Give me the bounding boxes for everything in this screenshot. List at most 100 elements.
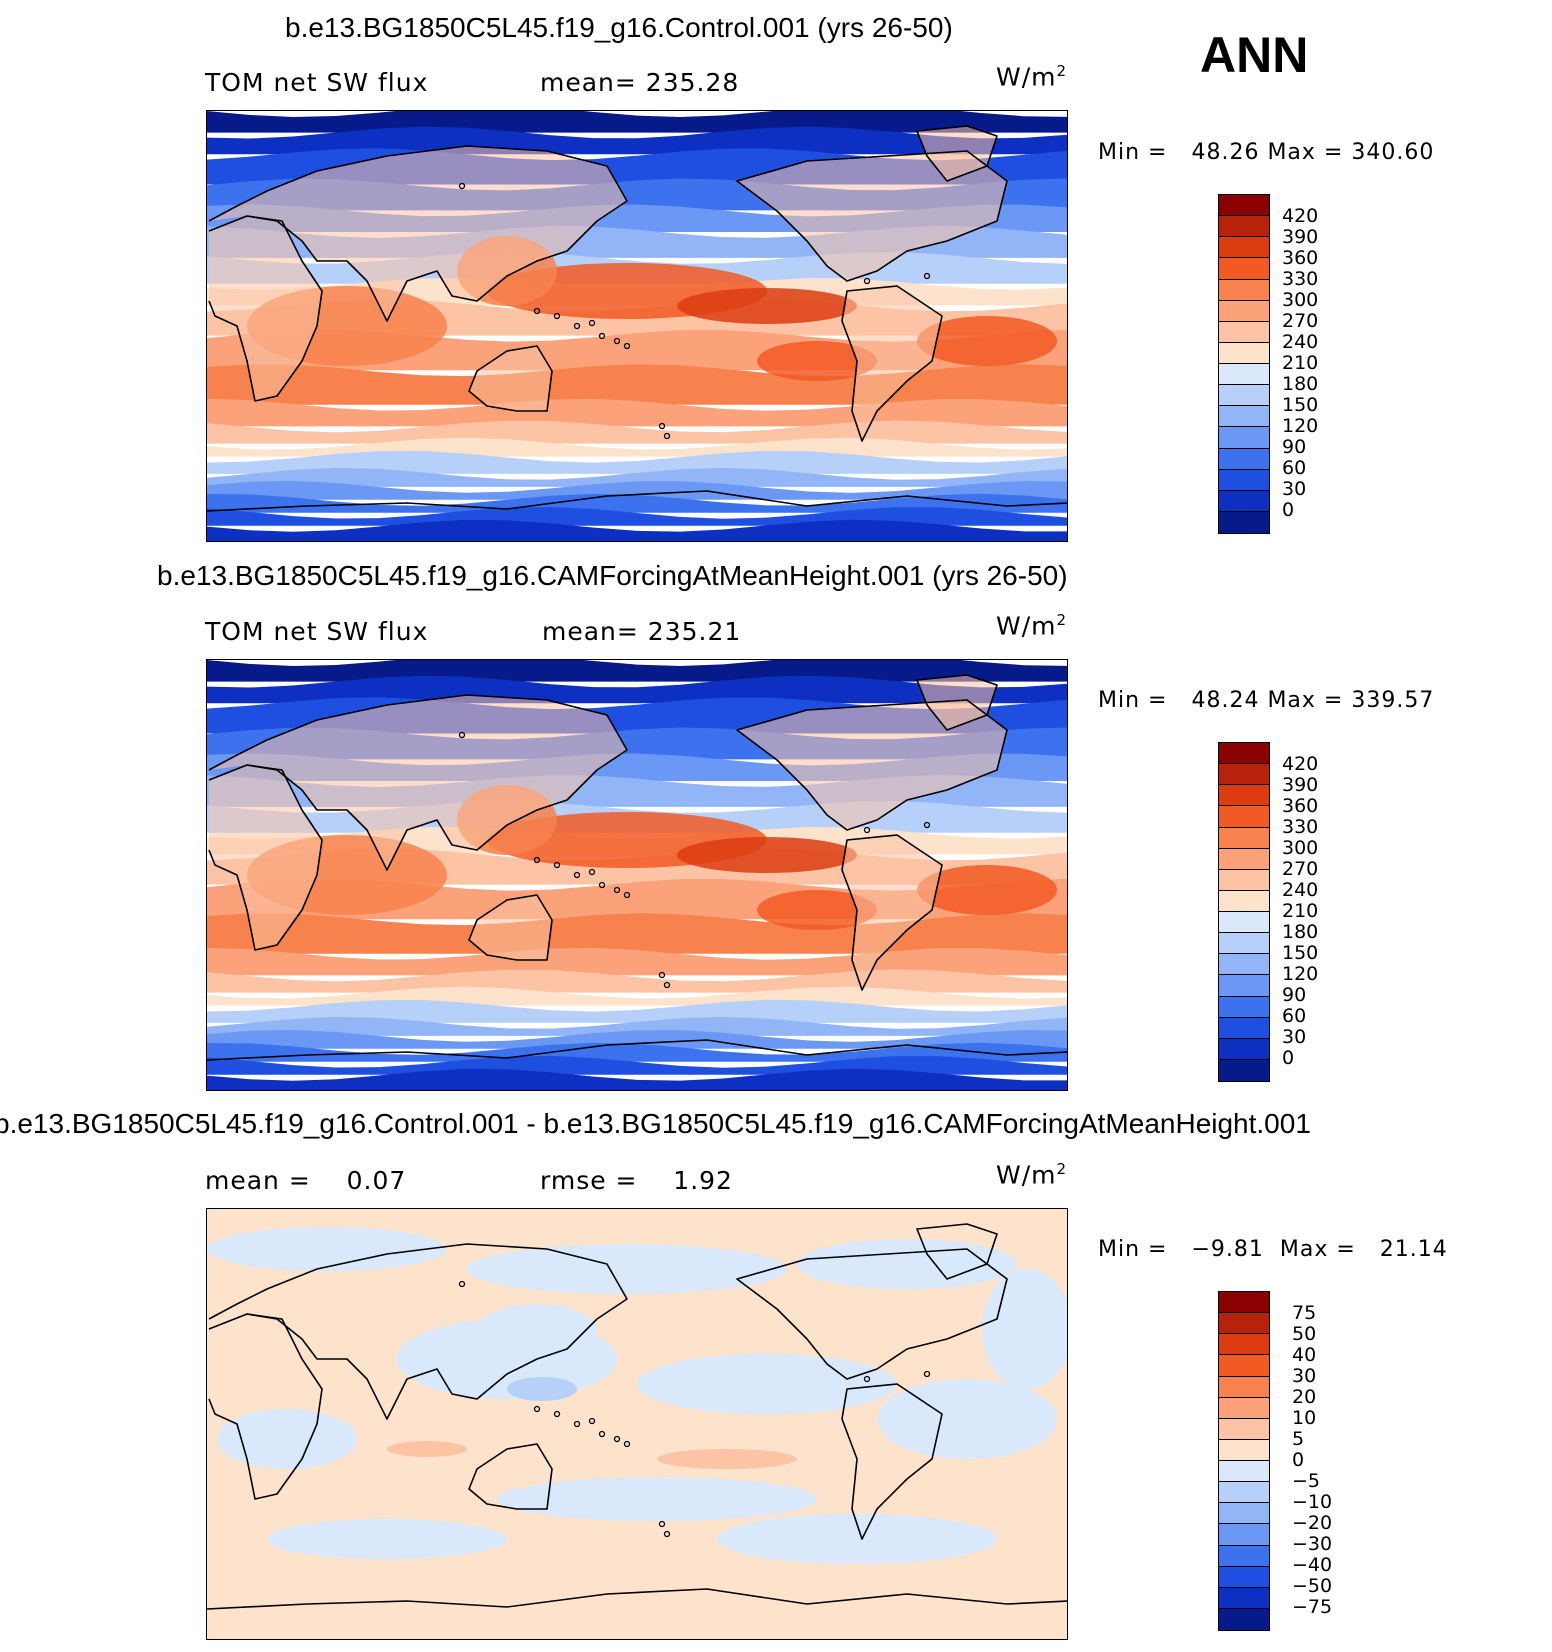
island-outline [553, 861, 561, 869]
colorbar-swatch [1219, 764, 1269, 786]
colorbar-tick-label: 240 [1282, 879, 1319, 901]
coastline [207, 1588, 1067, 1610]
diff-positive-core [387, 1441, 467, 1457]
diff-negative-core [507, 1377, 577, 1401]
mean-label: mean= 235.28 [540, 68, 740, 97]
colorbar-swatch [1219, 1355, 1269, 1377]
island-outline [598, 1430, 606, 1438]
colorbar-swatch [1219, 1439, 1269, 1461]
colorbar-swatch [1219, 385, 1269, 407]
colorbar-tick-label: −50 [1292, 1575, 1333, 1597]
colorbar-tick-label: 120 [1282, 963, 1319, 985]
island-outline [553, 312, 561, 320]
diff-mean-label: mean = 0.07 [205, 1166, 407, 1195]
colorbar-tick-label: 30 [1292, 1365, 1317, 1387]
land-shade [469, 895, 552, 960]
island-outline [663, 981, 671, 989]
colorbar-tick-label: 30 [1282, 478, 1307, 500]
mean-label: mean= 235.21 [542, 617, 742, 646]
colorbar [1218, 194, 1270, 534]
colorbar-tick-label: 180 [1282, 921, 1319, 943]
island-outline [623, 342, 631, 350]
colorbar-tick-label: 60 [1282, 1005, 1307, 1027]
colorbar-tick-label: 40 [1292, 1344, 1317, 1366]
coastline [468, 1443, 553, 1510]
colorbar-tick-label: 210 [1282, 352, 1319, 374]
contour-band [207, 467, 1067, 487]
colorbar-tick-label: 390 [1282, 774, 1319, 796]
colorbar-tick-label: 210 [1282, 900, 1319, 922]
colorbar-swatch [1219, 743, 1269, 765]
colorbar-swatch [1219, 237, 1269, 259]
colorbar-swatch [1219, 827, 1269, 849]
island-outline [923, 272, 931, 280]
colorbar-swatch [1219, 996, 1269, 1018]
coastline [207, 1039, 1067, 1061]
contour-band [207, 493, 1067, 513]
colorbar-tick-label: 360 [1282, 795, 1319, 817]
colorbar-swatch [1219, 1017, 1269, 1039]
diff-negative-region [217, 1409, 357, 1469]
contour-map [207, 1209, 1067, 1639]
colorbar-tick-label: 20 [1292, 1386, 1317, 1408]
land-shade [737, 151, 1007, 281]
colorbar-tick-label: 90 [1282, 436, 1307, 458]
coastline [207, 490, 1067, 512]
island-outline [863, 826, 871, 834]
colorbar-tick-label: 0 [1292, 1449, 1305, 1471]
colorbar-labels: 420 390 360 330 300 270 240 210 180 150 120 90 60 30 0 [1282, 206, 1318, 521]
colorbar-tick-label: 150 [1282, 942, 1319, 964]
island-outline [458, 731, 466, 739]
diff-negative-region [207, 1227, 447, 1271]
colorbar-tick-label: 0 [1282, 499, 1295, 521]
diff-negative-region [717, 1514, 997, 1564]
coastline [841, 1383, 943, 1540]
island-outline [658, 1520, 666, 1528]
colorbar-swatch [1219, 1418, 1269, 1440]
island-outline [458, 1280, 466, 1288]
colorbar-swatch [1219, 1292, 1269, 1314]
colorbar-swatch [1219, 1334, 1269, 1356]
land-shade [842, 286, 942, 441]
island-outline [573, 871, 581, 879]
coastline [208, 1243, 628, 1420]
island-outline [613, 886, 621, 894]
land-shade [209, 695, 627, 870]
contour-map [207, 660, 1067, 1090]
diff-negative-region [982, 1269, 1067, 1389]
map-panel [206, 659, 1068, 1091]
colorbar-swatch [1219, 975, 1269, 997]
contour-blob [917, 865, 1057, 915]
island-outline [923, 821, 931, 829]
panel-title: b.e13.BG1850C5L45.f19_g16.Control.001 - … [0, 1108, 1311, 1139]
contour-band [207, 999, 1067, 1023]
diff-negative-region [267, 1519, 507, 1559]
colorbar-swatch [1219, 300, 1269, 322]
coastline [208, 215, 323, 402]
colorbar-swatch [1219, 364, 1269, 386]
contour-band [207, 1042, 1067, 1062]
colorbar-swatch [1219, 785, 1269, 807]
island-outline [663, 1530, 671, 1538]
colorbar-swatch [1219, 490, 1269, 512]
coastline [736, 1248, 1008, 1380]
island-outline [533, 1405, 541, 1413]
colorbar-swatch [1219, 806, 1269, 828]
colorbar-swatch [1219, 1608, 1269, 1630]
panel-title: b.e13.BG1850C5L45.f19_g16.CAMForcingAtMe… [157, 560, 1068, 591]
contour-band [207, 450, 1067, 474]
colorbar-swatch [1219, 321, 1269, 343]
colorbar-tick-label: 270 [1282, 858, 1319, 880]
contour-blob [757, 890, 877, 930]
island-outline [613, 337, 621, 345]
colorbar-swatch [1219, 1376, 1269, 1398]
coastline [916, 1223, 998, 1280]
island-outline [863, 277, 871, 285]
colorbar-swatch [1219, 1482, 1269, 1504]
colorbar-tick-label: 30 [1282, 1026, 1307, 1048]
island-outline [663, 432, 671, 440]
units-label: W/m2 [996, 1160, 1068, 1190]
colorbar-swatch [1219, 912, 1269, 934]
land-shade [209, 216, 322, 401]
land-shade [842, 835, 942, 990]
